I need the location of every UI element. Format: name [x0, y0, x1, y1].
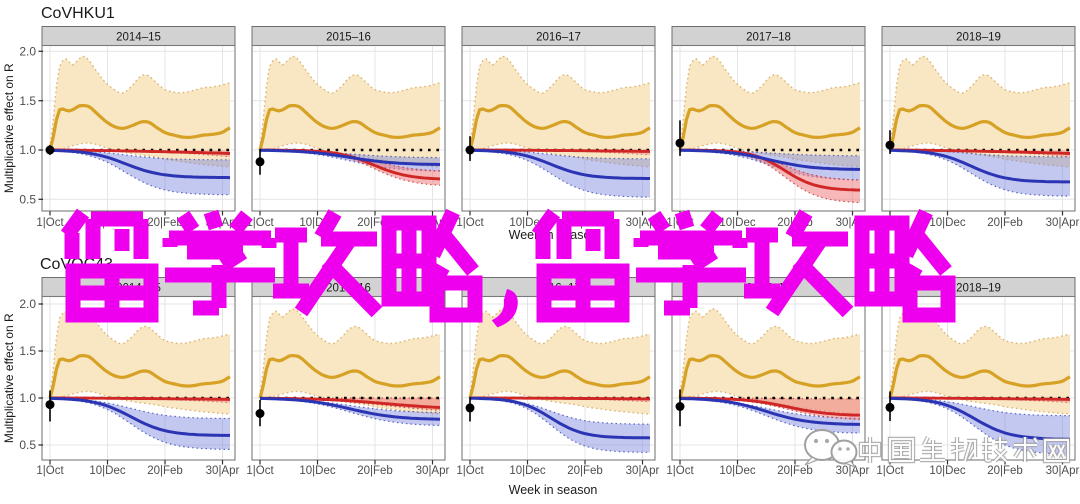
svg-text:0.5: 0.5: [19, 438, 36, 452]
svg-text:Week in season: Week in season: [509, 483, 598, 497]
svg-text:2014–15: 2014–15: [116, 32, 161, 44]
svg-text:1|Oct: 1|Oct: [456, 465, 484, 477]
svg-text:2018–19: 2018–19: [956, 283, 1001, 295]
svg-text:30|Apr: 30|Apr: [1046, 217, 1080, 229]
svg-text:30|Apr: 30|Apr: [626, 465, 660, 477]
svg-text:1|Oct: 1|Oct: [36, 217, 64, 229]
svg-text:CoVHKU1: CoVHKU1: [41, 5, 115, 22]
svg-text:20|Feb: 20|Feb: [147, 217, 183, 229]
svg-text:20|Feb: 20|Feb: [147, 465, 183, 477]
svg-text:20|Feb: 20|Feb: [987, 217, 1023, 229]
svg-text:20|Feb: 20|Feb: [987, 465, 1023, 477]
svg-text:20|Feb: 20|Feb: [357, 465, 393, 477]
svg-text:1.5: 1.5: [19, 94, 36, 108]
svg-text:Week in season: Week in season: [509, 228, 598, 242]
svg-text:30|Apr: 30|Apr: [416, 465, 450, 477]
svg-text:20|Feb: 20|Feb: [567, 465, 603, 477]
svg-text:1|Oct: 1|Oct: [36, 465, 64, 477]
svg-text:1.0: 1.0: [19, 143, 36, 157]
svg-text:10|Dec: 10|Dec: [929, 465, 965, 477]
svg-text:2016–17: 2016–17: [536, 32, 581, 44]
svg-text:2.0: 2.0: [19, 45, 36, 59]
svg-text:1.0: 1.0: [19, 391, 36, 405]
svg-text:10|Dec: 10|Dec: [299, 465, 335, 477]
svg-text:10|Dec: 10|Dec: [929, 217, 965, 229]
svg-text:1.5: 1.5: [19, 344, 36, 358]
svg-text:30|Apr: 30|Apr: [206, 465, 240, 477]
svg-text:30|Apr: 30|Apr: [836, 465, 870, 477]
svg-text:1|Oct: 1|Oct: [246, 465, 274, 477]
svg-text:10|Dec: 10|Dec: [719, 465, 755, 477]
svg-text:2017–18: 2017–18: [746, 32, 791, 44]
svg-text:1|Oct: 1|Oct: [666, 465, 694, 477]
svg-text:2015–16: 2015–16: [326, 32, 371, 44]
svg-text:30|Apr: 30|Apr: [1046, 465, 1080, 477]
svg-text:10|Dec: 10|Dec: [509, 465, 545, 477]
svg-text:1|Oct: 1|Oct: [246, 217, 274, 229]
svg-text:1|Oct: 1|Oct: [456, 217, 484, 229]
svg-text:20|Feb: 20|Feb: [777, 465, 813, 477]
svg-text:10|Dec: 10|Dec: [719, 217, 755, 229]
svg-text:1|Oct: 1|Oct: [876, 465, 904, 477]
svg-text:10|Dec: 10|Dec: [89, 465, 125, 477]
svg-text:Multiplicative effect on R: Multiplicative effect on R: [2, 63, 16, 193]
svg-text:2.0: 2.0: [19, 297, 36, 311]
svg-text:0.5: 0.5: [19, 193, 36, 207]
svg-text:Multiplicative effect on R: Multiplicative effect on R: [2, 313, 16, 443]
svg-text:2018–19: 2018–19: [956, 32, 1001, 44]
